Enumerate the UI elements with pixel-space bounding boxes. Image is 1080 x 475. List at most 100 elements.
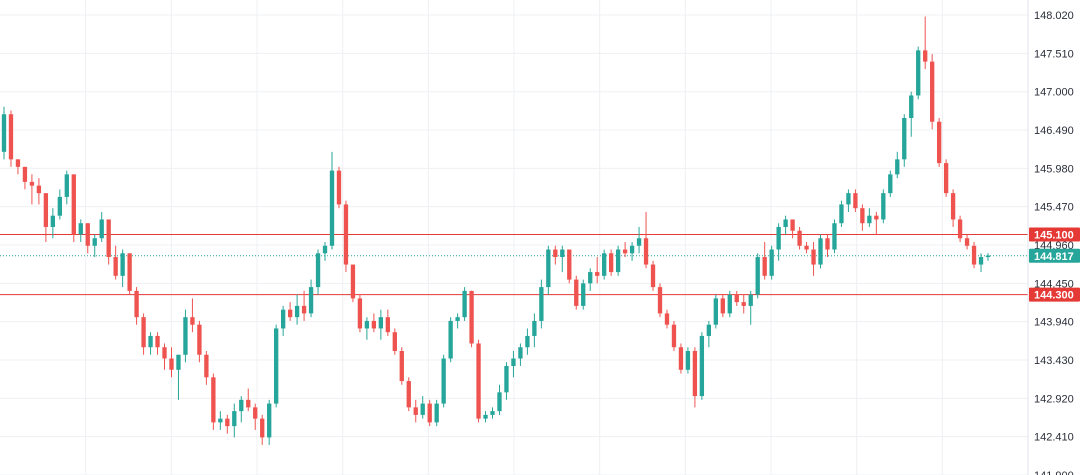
y-tick-label: 145.980: [1034, 163, 1074, 175]
candle-body-down: [860, 208, 865, 224]
candle-body-up: [518, 347, 523, 359]
candle-body-up: [867, 215, 872, 224]
candle-body-up: [441, 358, 446, 404]
candle-body-up: [378, 317, 384, 329]
candle-body-down: [169, 358, 174, 370]
candle-body-down: [371, 320, 377, 329]
candle-body-up: [615, 249, 621, 273]
candle-body-down: [692, 350, 698, 397]
candle-body-up: [560, 249, 565, 258]
candle-body-down: [106, 219, 111, 258]
y-tick-label: 146.490: [1034, 125, 1074, 137]
candle-body-up: [329, 170, 335, 246]
candle-body-down: [204, 354, 209, 378]
candle-body-up: [1, 114, 7, 152]
candle-body-up: [636, 238, 642, 246]
y-tick-label: 147.510: [1034, 48, 1074, 60]
candle-body-up: [755, 257, 760, 295]
candle-body-down: [811, 249, 816, 265]
candle-body-down: [343, 204, 349, 265]
y-tick-label: 145.470: [1034, 202, 1074, 214]
candle-body-up: [699, 335, 705, 397]
candle-body-down: [336, 170, 342, 205]
candle-body-up: [218, 418, 223, 423]
candle-body-up: [148, 335, 153, 348]
candle-body-up: [308, 287, 314, 314]
candle-body-up: [92, 238, 97, 246]
candle-body-down: [392, 332, 397, 351]
candle-body-down: [574, 279, 579, 306]
candle-body-up: [294, 305, 300, 318]
candle-body-down: [211, 377, 216, 423]
candle-body-down: [657, 287, 663, 314]
candle-body-down: [971, 245, 977, 265]
candle-body-down: [113, 257, 118, 276]
candle-body-down: [406, 381, 411, 408]
candle-body-up: [985, 255, 991, 258]
candle-body-up: [99, 219, 104, 239]
candle-body-down: [155, 335, 160, 348]
candle-body-down: [923, 50, 928, 62]
candle-body-up: [685, 350, 691, 370]
candle-body-up: [64, 174, 69, 197]
y-tick-label: 147.000: [1034, 87, 1074, 99]
y-tick-label: 148.020: [1034, 10, 1074, 22]
candle-body-down: [22, 166, 28, 182]
y-tick-label: 143.940: [1034, 317, 1074, 329]
candle-body-down: [85, 223, 90, 246]
candle-body-down: [595, 272, 600, 276]
candle-body-up: [57, 196, 62, 216]
candle-body-down: [469, 290, 474, 344]
candle-body-up: [916, 50, 921, 96]
candle-body-down: [762, 257, 767, 276]
candle-body-up: [511, 358, 516, 367]
candle-body-up: [525, 335, 530, 348]
candle-body-up: [490, 411, 495, 415]
candle-body-up: [818, 238, 823, 265]
level-tag: [1029, 287, 1080, 302]
candle-body-down: [664, 313, 670, 325]
horizontal-levels: [0, 233, 1028, 296]
candle-body-down: [36, 185, 42, 194]
candle-body-up: [881, 193, 886, 220]
candle-body-up: [832, 223, 837, 250]
candle-body-down: [225, 418, 230, 427]
candle-body-down: [936, 121, 942, 164]
current-price-label: 144.817: [1034, 251, 1074, 263]
candles: [1, 16, 991, 445]
candle-body-up: [769, 249, 774, 276]
candle-body-down: [301, 305, 307, 314]
candle-body-down: [678, 347, 684, 370]
candle-body-up: [629, 245, 635, 254]
candle-body-down: [141, 317, 146, 348]
candle-body-up: [546, 249, 551, 288]
candle-body-up: [364, 320, 370, 329]
price-tags: 145.100 144.300 144.817: [1029, 227, 1080, 302]
candle-body-down: [567, 249, 572, 280]
candle-body-up: [78, 223, 83, 235]
candle-body-down: [253, 407, 258, 419]
candle-body-up: [455, 317, 460, 321]
candle-body-down: [943, 163, 949, 194]
candle-body-up: [909, 95, 914, 118]
candle-body-down: [790, 219, 795, 231]
candle-body-up: [978, 257, 984, 265]
candle-body-down: [825, 238, 830, 250]
candle-body-up: [315, 253, 321, 288]
candle-body-down: [197, 324, 202, 355]
y-tick-label: 142.920: [1034, 393, 1074, 405]
candle-body-up: [483, 414, 488, 419]
candle-body-up: [713, 298, 718, 325]
candle-body-up: [280, 309, 286, 329]
candle-body-up: [434, 403, 439, 423]
y-tick-label: 142.410: [1034, 432, 1074, 444]
candle-body-down: [720, 298, 725, 314]
candle-body-down: [964, 238, 970, 246]
candle-body-up: [748, 294, 753, 306]
candle-body-up: [727, 294, 732, 314]
candle-body-down: [127, 253, 132, 291]
candle-body-up: [267, 403, 272, 438]
candle-body-down: [476, 343, 481, 419]
candle-body-down: [71, 174, 76, 235]
candle-body-down: [190, 317, 195, 325]
